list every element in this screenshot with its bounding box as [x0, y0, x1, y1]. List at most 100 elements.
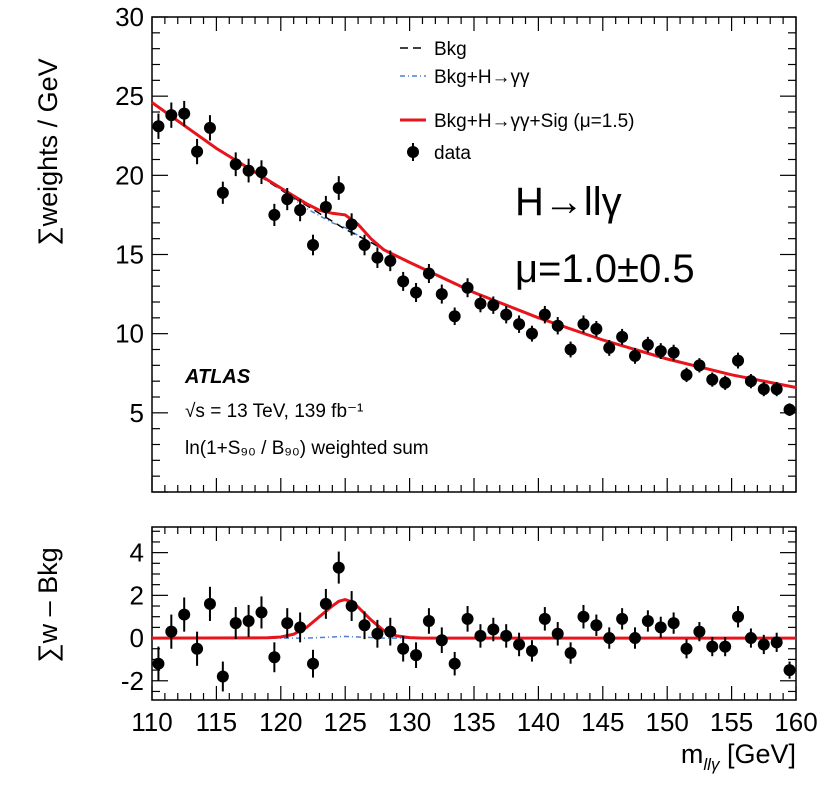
- data-point: [706, 373, 719, 386]
- data-point: [500, 308, 513, 321]
- residual-data-point: [319, 597, 332, 610]
- residual-data-point: [307, 657, 319, 670]
- y-tick-label: 25: [115, 81, 144, 111]
- x-tick-label: 125: [324, 707, 367, 737]
- x-tick-label: 135: [452, 707, 495, 737]
- data-point: [345, 218, 358, 231]
- data-point: [680, 368, 693, 381]
- residual-data-point: [654, 621, 667, 634]
- data-point: [319, 201, 332, 213]
- residual-data-point: [757, 638, 770, 651]
- legend-label: Bkg+H→γγ: [434, 67, 530, 88]
- y-tick-label: 10: [115, 319, 144, 349]
- data-point: [242, 164, 255, 177]
- x-tick-label: 115: [196, 707, 237, 737]
- residual-data-point: [152, 657, 165, 670]
- residual-data-point: [397, 642, 410, 655]
- data-point: [474, 297, 487, 310]
- experiment-label: ATLAS: [184, 366, 251, 388]
- data-point: [371, 251, 384, 264]
- x-tick-label: 145: [581, 707, 624, 737]
- data-point: [332, 182, 345, 194]
- data-point: [551, 319, 564, 332]
- y-axis-title: ∑weights / GeV: [33, 58, 63, 245]
- data-point: [783, 403, 796, 416]
- top-panel: 5 10 15 20 25 30 ∑weights / GeV Bkg Bkg+H→γγ Bkg+…: [33, 2, 797, 493]
- y-tick-label: 30: [115, 2, 144, 32]
- residual-data-point: [513, 638, 526, 651]
- data-point: [435, 288, 448, 301]
- residual-data-point: [564, 647, 577, 660]
- residual-data-point: [616, 612, 629, 625]
- residual-data-point: [422, 614, 435, 627]
- data-point: [397, 275, 410, 288]
- data-point: [732, 354, 745, 367]
- data-point: [229, 158, 242, 171]
- data-point: [654, 345, 667, 358]
- data-point: [422, 267, 435, 280]
- residual-data-point: [693, 625, 706, 638]
- data-point: [268, 208, 281, 221]
- residual-data-point: [719, 640, 732, 653]
- residual-data-point: [281, 617, 294, 630]
- residual-data-point: [577, 610, 590, 623]
- legend: Bkg Bkg+H→γγ Bkg+H→γγ+Sig (μ=1.5) data: [400, 39, 635, 164]
- y-axis-title: ∑w – Bkg: [33, 547, 63, 662]
- y-tick-label: 0: [130, 623, 144, 653]
- x-tick-label: 130: [388, 707, 431, 737]
- legend-label: Bkg+H→γγ+Sig (μ=1.5): [434, 111, 635, 132]
- data-point: [525, 327, 538, 340]
- residual-data-point: [525, 644, 538, 657]
- y-tick-label: 15: [115, 240, 144, 270]
- residual-data-point: [178, 608, 191, 621]
- data-point: [590, 322, 603, 335]
- data-point: [410, 286, 423, 299]
- data-point: [616, 330, 629, 343]
- data-point: [538, 308, 551, 321]
- residual-data-point: [165, 625, 178, 638]
- residual-data-point: [203, 597, 216, 610]
- data-point: [448, 310, 461, 323]
- residual-data-point: [706, 640, 719, 653]
- weighting-label: ln(1+S₉₀ / B₉₀) weighted sum: [185, 438, 429, 459]
- residual-data-point: [551, 627, 564, 640]
- residual-data-point: [229, 617, 242, 630]
- data-point: [487, 299, 500, 312]
- signal-curve: [151, 101, 797, 389]
- data-point: [641, 338, 654, 351]
- x-tick-label: 150: [646, 707, 689, 737]
- data-point: [203, 121, 216, 134]
- x-tick-label: 120: [259, 707, 302, 737]
- bkg-plus-h-curve: [151, 101, 797, 389]
- residual-data-point: [242, 614, 255, 627]
- data-point: [216, 186, 229, 199]
- data-point: [564, 343, 577, 356]
- residual-data-point: [783, 664, 796, 677]
- data-point: [255, 166, 268, 179]
- residual-data-point: [487, 623, 500, 636]
- residual-data-point: [358, 619, 371, 632]
- residual-data-point: [667, 617, 680, 630]
- data-point: [719, 376, 732, 389]
- y-tick-label: 5: [130, 398, 144, 428]
- residual-data-point: [448, 657, 461, 670]
- data-point: [281, 193, 294, 206]
- x-axis-title: mllγ [GeV]: [681, 739, 796, 774]
- residual-data-point: [345, 600, 358, 613]
- bkg-plus-h-residual-curve: [152, 635, 796, 639]
- y-tick-label: 4: [130, 538, 144, 568]
- data-point: [152, 120, 165, 133]
- legend-label: Bkg: [434, 39, 467, 60]
- y-tick-label: -2: [121, 666, 144, 696]
- residual-data-point: [332, 561, 345, 574]
- data-point: [757, 383, 770, 396]
- data-point: [165, 109, 178, 122]
- data-point: [629, 349, 641, 362]
- data-point: [744, 375, 757, 388]
- data-point: [461, 281, 474, 294]
- residual-data-point: [435, 634, 448, 647]
- residual-data-point: [255, 606, 268, 619]
- residual-data-point: [732, 610, 745, 623]
- data-point: [307, 239, 319, 251]
